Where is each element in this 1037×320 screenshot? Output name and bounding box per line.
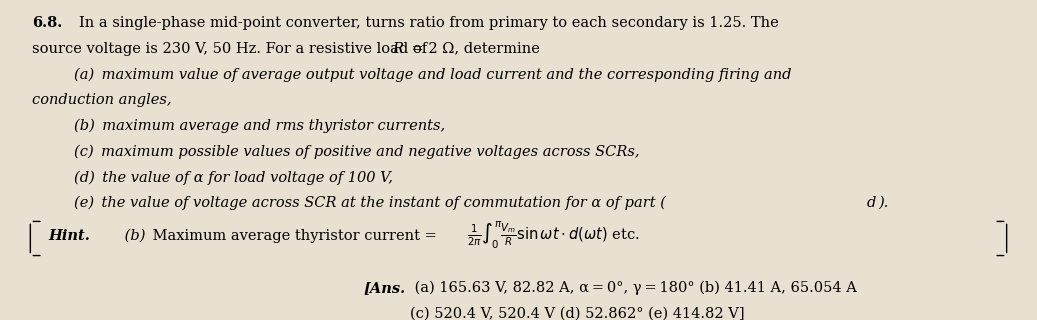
Text: (c) 520.4 V, 520.4 V (d) 52.862° (e) 414.82 V]: (c) 520.4 V, 520.4 V (d) 52.862° (e) 414… — [410, 307, 745, 320]
Text: R: R — [392, 42, 403, 56]
Text: (d) the value of α for load voltage of 100 V,: (d) the value of α for load voltage of 1… — [74, 170, 393, 185]
Text: (b) maximum average and rms thyristor currents,: (b) maximum average and rms thyristor cu… — [74, 119, 445, 133]
Text: Hint.: Hint. — [48, 228, 90, 243]
Text: ).: ). — [878, 196, 889, 210]
Text: [Ans.: [Ans. — [363, 281, 405, 295]
Text: = 2 Ω, determine: = 2 Ω, determine — [407, 42, 539, 56]
Text: In a single-phase mid-point converter, turns ratio from primary to each secondar: In a single-phase mid-point converter, t… — [79, 16, 779, 30]
Text: (e) the value of voltage across SCR at the instant of commutation for α of part : (e) the value of voltage across SCR at t… — [74, 196, 666, 211]
Text: d: d — [867, 196, 876, 210]
Text: Maximum average thyristor current =: Maximum average thyristor current = — [148, 228, 442, 243]
Text: conduction angles,: conduction angles, — [32, 93, 172, 107]
Text: (b): (b) — [120, 228, 146, 243]
Text: 6.8.: 6.8. — [32, 16, 62, 30]
Text: (a) maximum value of average output voltage and load current and the correspondi: (a) maximum value of average output volt… — [74, 68, 791, 82]
Text: (c) maximum possible values of positive and negative voltages across SCRs,: (c) maximum possible values of positive … — [74, 145, 639, 159]
Text: source voltage is 230 V, 50 Hz. For a resistive load of: source voltage is 230 V, 50 Hz. For a re… — [32, 42, 432, 56]
Text: $\frac{1}{2\pi}\int_0^{\pi}\frac{V_m}{R}\sin\omega t \cdot d(\omega t)$ etc.: $\frac{1}{2\pi}\int_0^{\pi}\frac{V_m}{R}… — [467, 220, 639, 251]
Text: (a) 165.63 V, 82.82 A, α = 0°, γ = 180° (b) 41.41 A, 65.054 A: (a) 165.63 V, 82.82 A, α = 0°, γ = 180° … — [410, 281, 857, 295]
